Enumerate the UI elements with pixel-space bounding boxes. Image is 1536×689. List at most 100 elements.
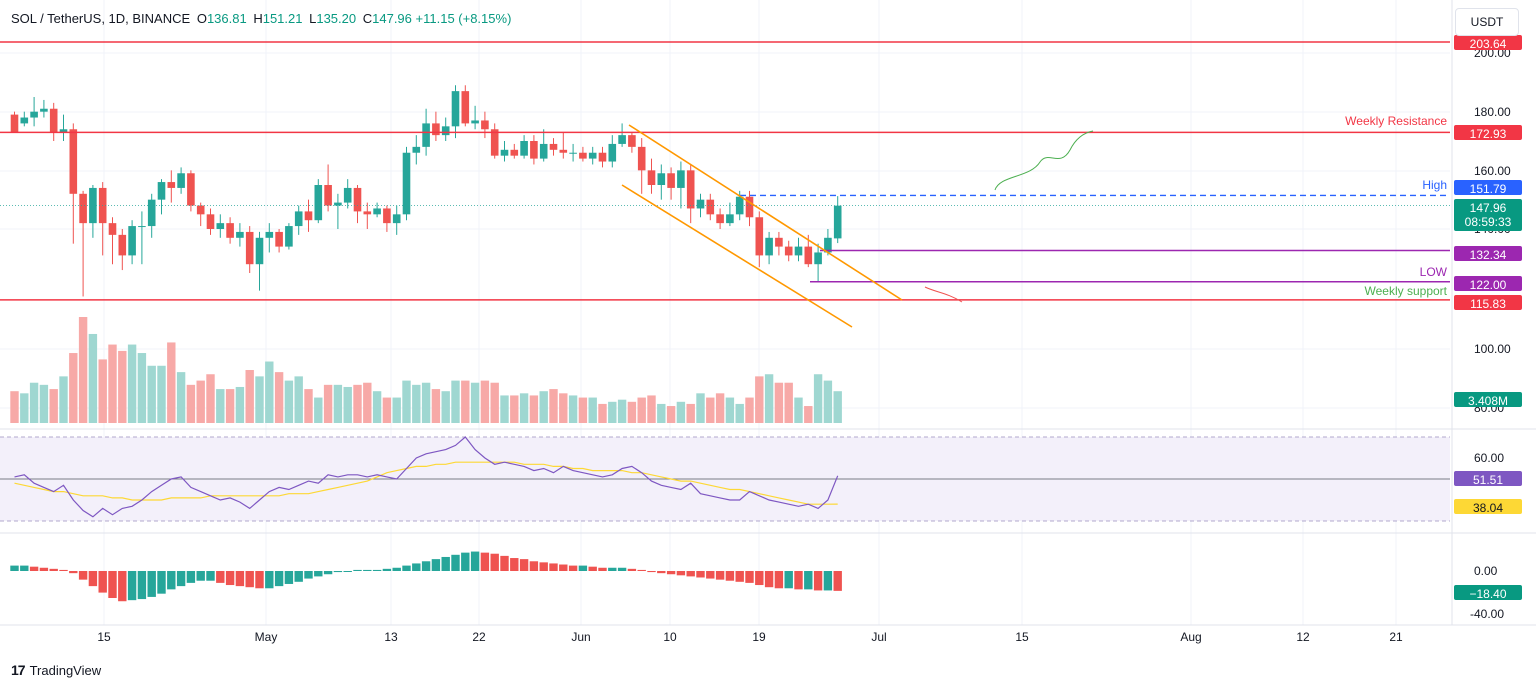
volume-bar — [333, 384, 343, 423]
volume-bar — [78, 317, 88, 423]
candle-body — [696, 199, 705, 209]
candle-body — [471, 120, 479, 124]
candle-body — [255, 237, 264, 265]
macd-bar — [490, 553, 499, 571]
volume-bar — [784, 382, 793, 423]
low-value: 135.20 — [316, 11, 357, 26]
time-tick-label: 15 — [1015, 630, 1029, 644]
macd-bar — [10, 565, 19, 571]
volume-tag-text: 3.408M — [1468, 394, 1508, 408]
volume-bar — [59, 376, 68, 423]
candle-body — [30, 111, 38, 118]
macd-bar — [304, 571, 313, 579]
macd-bar — [823, 571, 833, 591]
low-tag-text: 122.00 — [1470, 278, 1507, 292]
macd-bar — [333, 571, 343, 573]
rsi-ma-tag-text: 38.04 — [1473, 501, 1503, 515]
volume-bar — [813, 374, 823, 423]
symbol-legend: SOL / TetherUS, 1D, BINANCE O136.81 H151… — [11, 11, 512, 26]
time-tick-label: May — [255, 630, 278, 644]
macd-bar — [617, 567, 627, 571]
volume-bar — [804, 406, 813, 423]
candle-body — [20, 117, 29, 124]
macd-bar — [764, 571, 774, 588]
volume-bar — [294, 376, 303, 423]
macd-bar — [108, 571, 117, 598]
candle-body — [206, 214, 215, 229]
macd-bar — [225, 571, 235, 586]
macd-bar — [402, 565, 411, 571]
volume-bar — [774, 382, 784, 423]
macd-bar — [794, 571, 803, 590]
volume-bar — [510, 395, 519, 423]
volume-bar — [549, 389, 558, 423]
drawings: Weekly Resistance High LOW Weekly support — [0, 41, 1450, 328]
rsi-pane — [0, 436, 1450, 522]
volume-bar — [833, 391, 842, 423]
volume-bar — [98, 359, 107, 423]
last-price-tag-text: 147.96 — [1470, 201, 1507, 215]
volume-bar — [108, 344, 117, 423]
time-axis[interactable]: 15 May 13 22 Jun 10 19 Jul 15 Aug 12 21 — [97, 630, 1403, 644]
volume-bar — [402, 380, 411, 423]
macd-bar — [372, 569, 382, 571]
macd-bar — [245, 571, 254, 588]
macd-bar — [323, 571, 333, 575]
candle-body — [814, 252, 822, 265]
candle-body — [481, 120, 489, 130]
candle-body — [647, 170, 656, 185]
high-tag — [1454, 180, 1522, 195]
candle-body — [716, 214, 724, 224]
macd-bar — [284, 571, 294, 584]
candle-body — [490, 129, 499, 156]
volume-bar — [343, 386, 352, 423]
macd-bar — [470, 551, 480, 571]
volume-bar — [539, 391, 548, 423]
macd-bar — [784, 571, 793, 589]
volume-bar — [676, 401, 686, 423]
macd-bar — [412, 563, 421, 571]
volume-bar — [559, 393, 568, 423]
macd-bar — [186, 571, 196, 583]
last-price-tag-text: 08:59:33 — [1465, 215, 1512, 229]
candle-body — [157, 182, 166, 200]
volume-bar — [147, 365, 156, 423]
volume-bar — [225, 389, 235, 423]
volume-bar — [598, 403, 607, 423]
volume-bar — [578, 397, 588, 423]
candle-body — [667, 173, 675, 188]
volume-bar — [412, 384, 421, 423]
volume-bar — [735, 403, 744, 423]
volume-bar — [696, 393, 705, 423]
candle-body — [706, 199, 715, 215]
volume-bar — [637, 397, 646, 423]
volume-bar — [118, 350, 127, 423]
close-value: 147.96 — [372, 11, 412, 26]
volume-bar — [421, 382, 431, 423]
macd-bar — [382, 568, 392, 571]
volume-bar — [715, 393, 725, 423]
volume-bar — [382, 397, 392, 423]
macd-bar — [127, 571, 137, 601]
macd-bar — [676, 571, 686, 576]
volume-bar — [196, 380, 205, 423]
volume-bar — [431, 389, 441, 423]
change-value: +11.15 (+8.15%) — [415, 11, 512, 26]
currency-button[interactable]: USDT — [1455, 8, 1519, 36]
macd-bar — [98, 571, 107, 593]
candle-body — [794, 246, 803, 256]
projection-down-path — [924, 286, 963, 303]
time-tick-label: Aug — [1180, 630, 1201, 644]
candle-body — [637, 146, 646, 171]
macd-bar — [20, 565, 29, 571]
candle-body — [432, 123, 440, 136]
candle-body — [500, 149, 509, 156]
macd-bar — [549, 563, 558, 571]
candle-body — [69, 129, 78, 194]
time-tick-label: 22 — [472, 630, 486, 644]
candle-body — [265, 231, 274, 238]
macd-tag-text: −18.40 — [1469, 587, 1506, 601]
macd-bar — [176, 571, 186, 587]
candle-body — [245, 231, 254, 265]
